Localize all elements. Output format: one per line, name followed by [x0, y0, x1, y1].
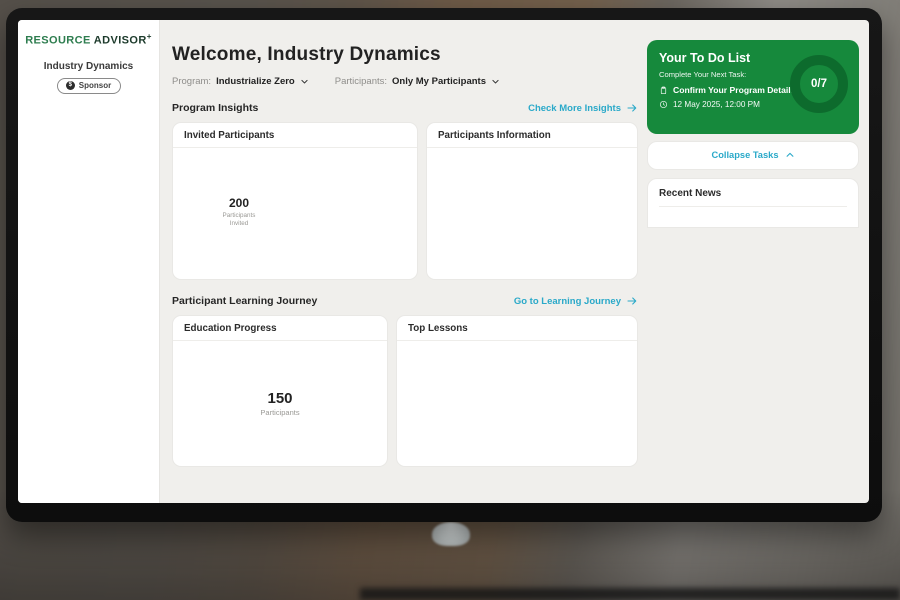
sponsor-icon: $: [65, 81, 75, 91]
sponsor-badge[interactable]: $ Sponsor: [56, 77, 121, 94]
sponsor-label: Sponsor: [78, 81, 112, 91]
recent-news-card: Recent News: [647, 178, 859, 228]
check-more-insights-link[interactable]: Check More Insights: [528, 102, 638, 114]
go-to-learning-journey-label: Go to Learning Journey: [513, 295, 621, 307]
learning-journey-title: Participant Learning Journey: [172, 295, 318, 307]
desk-shadow: [360, 588, 900, 600]
sidebar: RESOURCE ADVISOR+ Industry Dynamics $ Sp…: [18, 20, 160, 503]
participants-information-title: Participants Information: [427, 123, 637, 148]
todo-next-task[interactable]: Confirm Your Program Details: [659, 85, 847, 95]
program-insights-title: Program Insights: [172, 102, 259, 114]
monitor-stand: [432, 522, 470, 546]
education-progress-gauge: 150 Participants: [206, 351, 354, 427]
learning-journey-header: Participant Learning Journey Go to Learn…: [172, 295, 638, 307]
chevron-down-icon: [300, 77, 309, 86]
participants-label: Participants:: [334, 76, 388, 87]
todo-next-task-label: Confirm Your Program Details: [673, 85, 796, 95]
collapse-tasks-link[interactable]: Collapse Tasks: [648, 142, 858, 169]
logo-plus: +: [146, 32, 152, 41]
chevron-up-icon: [785, 150, 795, 160]
learning-cards-row: Education Progress 150 Participants: [172, 315, 638, 467]
education-progress-legend: [173, 427, 387, 435]
participants-value: Only My Participants: [392, 76, 486, 87]
tasks-card: Collapse Tasks: [647, 141, 859, 170]
todo-subtitle: Complete Your Next Task:: [659, 70, 747, 79]
participants-information-card: Participants Information: [426, 122, 638, 280]
todo-due-label: 12 May 2025, 12:00 PM: [673, 100, 760, 109]
todo-progress-value: 0/7: [811, 78, 827, 90]
invited-donut-chart: 200 Participants Invited: [183, 156, 295, 268]
monitor-frame: RESOURCE ADVISOR+ Industry Dynamics $ Sp…: [6, 8, 882, 522]
logo-resource: RESOURCE: [25, 34, 91, 47]
donut-center-value: 200: [228, 196, 250, 211]
recent-news-title: Recent News: [659, 188, 847, 207]
go-to-learning-journey-link[interactable]: Go to Learning Journey: [514, 295, 638, 307]
top-lessons-card: Top Lessons: [396, 315, 638, 467]
todo-title: Your To Do List: [659, 51, 751, 65]
filters-row: Program: Industrialize Zero Participants…: [172, 76, 638, 87]
invited-participants-card: Invited Participants 200 Participants In…: [172, 122, 418, 280]
donut-center-label: Participants Invited: [222, 212, 256, 227]
program-insights-header: Program Insights Check More Insights: [172, 102, 638, 114]
gauge-center-value: 150: [267, 390, 293, 407]
insights-cards-row: Invited Participants 200 Participants In…: [172, 122, 638, 280]
top-lessons-title: Top Lessons: [397, 316, 637, 341]
clock-icon: [659, 100, 668, 109]
dashboard-screen: RESOURCE ADVISOR+ Industry Dynamics $ Sp…: [18, 20, 869, 503]
participants-dropdown[interactable]: Participants: Only My Participants: [335, 76, 500, 87]
main-content: Welcome, Industry Dynamics Program: Indu…: [160, 20, 648, 503]
program-dropdown[interactable]: Program: Industrialize Zero: [172, 76, 309, 87]
todo-due-date: 12 May 2025, 12:00 PM: [659, 100, 847, 109]
check-more-insights-label: Check More Insights: [528, 102, 621, 114]
arrow-right-icon: [626, 295, 638, 307]
page-title: Welcome, Industry Dynamics: [172, 44, 441, 65]
resource-advisor-logo: RESOURCE ADVISOR+: [18, 32, 159, 47]
todo-column: Your To Do List Complete Your Next Task:…: [647, 40, 859, 228]
arrow-right-icon: [626, 102, 638, 114]
education-progress-title: Education Progress: [173, 316, 387, 341]
todo-progress-badge: 0/7: [790, 55, 848, 113]
chevron-down-icon: [491, 77, 500, 86]
org-name: Industry Dynamics: [43, 60, 134, 72]
education-progress-card: Education Progress 150 Participants: [172, 315, 388, 467]
gauge-center-label: Participants: [260, 408, 300, 417]
program-label: Program:: [172, 76, 212, 87]
collapse-tasks-label: Collapse Tasks: [711, 150, 779, 160]
invited-participants-title: Invited Participants: [173, 123, 417, 148]
todo-panel: Your To Do List Complete Your Next Task:…: [647, 40, 859, 134]
logo-advisor: ADVISOR: [93, 34, 147, 47]
program-value: Industrialize Zero: [216, 76, 295, 87]
participant-stats: [427, 148, 637, 155]
clipboard-icon: [659, 86, 668, 95]
